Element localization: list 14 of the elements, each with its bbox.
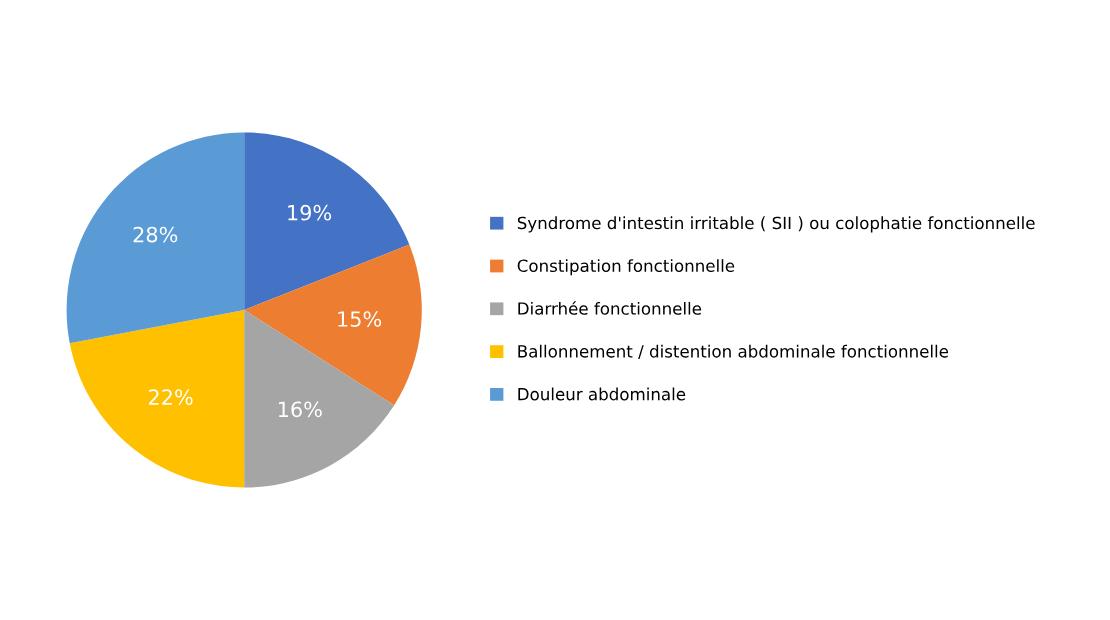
legend-label: Constipation fonctionnelle	[517, 259, 735, 276]
legend-label: Douleur abdominale	[518, 387, 686, 401]
legend-label: Ballonnement / distention abdominale fonctionnelle	[518, 344, 949, 359]
legend-label: Diarrhée fonctionnelle	[518, 301, 702, 315]
data-label: 19%	[288, 204, 332, 221]
data-label: 16%	[278, 401, 322, 418]
data-label: 15%	[338, 311, 382, 327]
data-label: 28%	[133, 226, 178, 243]
legend-label: Syndrome d'intestin irritable ( SII ) ou colophatie fonctionnelle	[517, 216, 1035, 233]
pie-slice	[244, 132, 410, 310]
pie-slice	[244, 310, 395, 488]
pie-slice	[69, 310, 245, 488]
data-label: 22%	[148, 389, 193, 405]
pie-slice	[66, 132, 245, 344]
